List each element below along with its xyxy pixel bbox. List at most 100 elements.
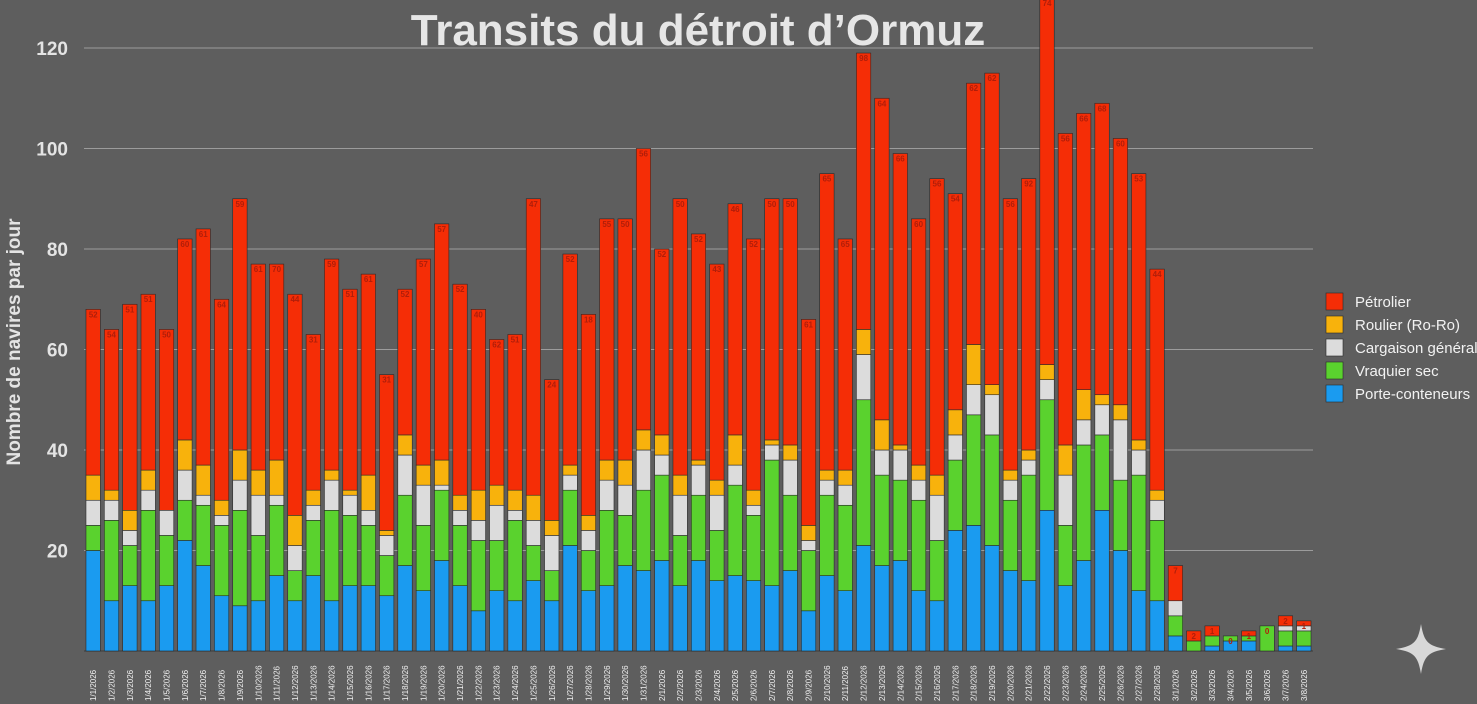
legend-swatch (1325, 315, 1344, 334)
bar-segment (672, 474, 688, 496)
bar-segment (1021, 178, 1037, 451)
bar-segment (544, 600, 560, 652)
legend: Pétrolier Roulier (Ro-Ro) Cargaison généra… (1325, 292, 1477, 403)
bar-segment (929, 474, 945, 496)
x-tick-label: 1/27/2026 (566, 665, 575, 701)
bar-segment (1167, 600, 1183, 617)
bar-segment (269, 575, 285, 652)
bar-segment (525, 545, 541, 581)
bar-segment (1167, 615, 1183, 637)
bar-segment (1021, 459, 1037, 476)
bar-segment (746, 489, 762, 506)
bar-segment (892, 444, 908, 451)
bar-segment (746, 238, 762, 491)
bar-segment (1131, 439, 1147, 451)
bar-segment (856, 329, 872, 355)
bar-segment (1222, 635, 1238, 642)
bar-segment (159, 585, 175, 652)
bar-segment (562, 474, 578, 491)
bar-segment (1057, 444, 1073, 476)
data-label: 46 (731, 205, 740, 214)
data-label: 56 (1061, 134, 1070, 143)
x-tick-label: 3/8/2026 (1300, 669, 1309, 701)
legend-label: Porte-conteneurs (1355, 386, 1470, 403)
bar-segment (856, 399, 872, 546)
data-label: 98 (859, 54, 868, 63)
bar-segment (177, 469, 193, 501)
bar-segment (1057, 474, 1073, 526)
bar-segment (562, 545, 578, 652)
bar-segment (690, 464, 706, 496)
data-label: 59 (327, 260, 336, 269)
x-tick-label: 2/27/2026 (1135, 665, 1144, 701)
x-tick-label: 2/7/2026 (768, 669, 777, 701)
bar-segment (947, 530, 963, 652)
bar-segment (525, 198, 541, 496)
bar-segment (525, 580, 541, 652)
data-label: 66 (1079, 114, 1088, 123)
bar-segment (397, 494, 413, 566)
bar-segment (470, 520, 486, 541)
x-tick-label: 1/16/2026 (364, 665, 373, 701)
bar-segment (470, 308, 486, 491)
data-label: 1 (1302, 622, 1307, 631)
bar-segment (452, 494, 468, 511)
bar-segment (489, 590, 505, 652)
bar-segment (727, 434, 743, 466)
x-tick-label: 3/4/2026 (1226, 669, 1235, 701)
bar-segment (452, 585, 468, 652)
data-label: 51 (144, 295, 153, 304)
y-tick-label: 100 (36, 140, 68, 161)
bar-segment (580, 550, 596, 592)
x-tick-label: 2/4/2026 (713, 669, 722, 701)
data-label: 18 (584, 315, 593, 324)
bar-segment (801, 525, 817, 541)
bar-segment (140, 600, 156, 652)
bar-segment (782, 198, 798, 446)
bar-segment (837, 484, 853, 506)
x-tick-label: 1/11/2026 (273, 665, 282, 701)
bar-segment (489, 484, 505, 506)
legend-swatch (1325, 361, 1344, 380)
bar-segment (544, 379, 560, 521)
y-tick-label: 40 (47, 441, 68, 462)
bar-segment (269, 459, 285, 496)
bar-segment (709, 580, 725, 652)
legend-swatch (1325, 292, 1344, 311)
x-tick-label: 2/25/2026 (1098, 665, 1107, 701)
x-tick-label: 3/3/2026 (1208, 669, 1217, 701)
bar-segment (489, 504, 505, 541)
bar-segment (1149, 268, 1165, 491)
bar-segment (764, 585, 780, 652)
bar-segment (709, 494, 725, 531)
bar-segment (525, 520, 541, 546)
data-label: 59 (235, 200, 244, 209)
bar-segment (452, 509, 468, 526)
x-tick-label: 1/31/2026 (639, 665, 648, 701)
bar-segment (947, 459, 963, 531)
x-tick-label: 2/16/2026 (933, 665, 942, 701)
bar-segment (1167, 635, 1183, 652)
bar-segment (837, 469, 853, 486)
chart-title: Transits du détroit d’Ormuz (411, 6, 986, 55)
data-label: 64 (877, 99, 886, 108)
bar-segment (929, 600, 945, 652)
x-tick-label: 1/21/2026 (456, 665, 465, 701)
bar-segment (654, 434, 670, 456)
bar-segment (1277, 615, 1293, 627)
bar-segment (1296, 630, 1312, 647)
bar-segment (911, 464, 927, 481)
bar-segment (727, 203, 743, 436)
bar-segment (672, 535, 688, 586)
bar-segment (397, 565, 413, 652)
bar-segment (654, 454, 670, 476)
bar-segment (617, 218, 633, 461)
data-label: 50 (162, 330, 171, 339)
data-label: 50 (621, 220, 630, 229)
bar-segment (489, 540, 505, 592)
bar-segment (562, 253, 578, 466)
x-tick-label: 3/6/2026 (1263, 669, 1272, 701)
data-label: 68 (1098, 104, 1107, 113)
data-label: 50 (786, 200, 795, 209)
